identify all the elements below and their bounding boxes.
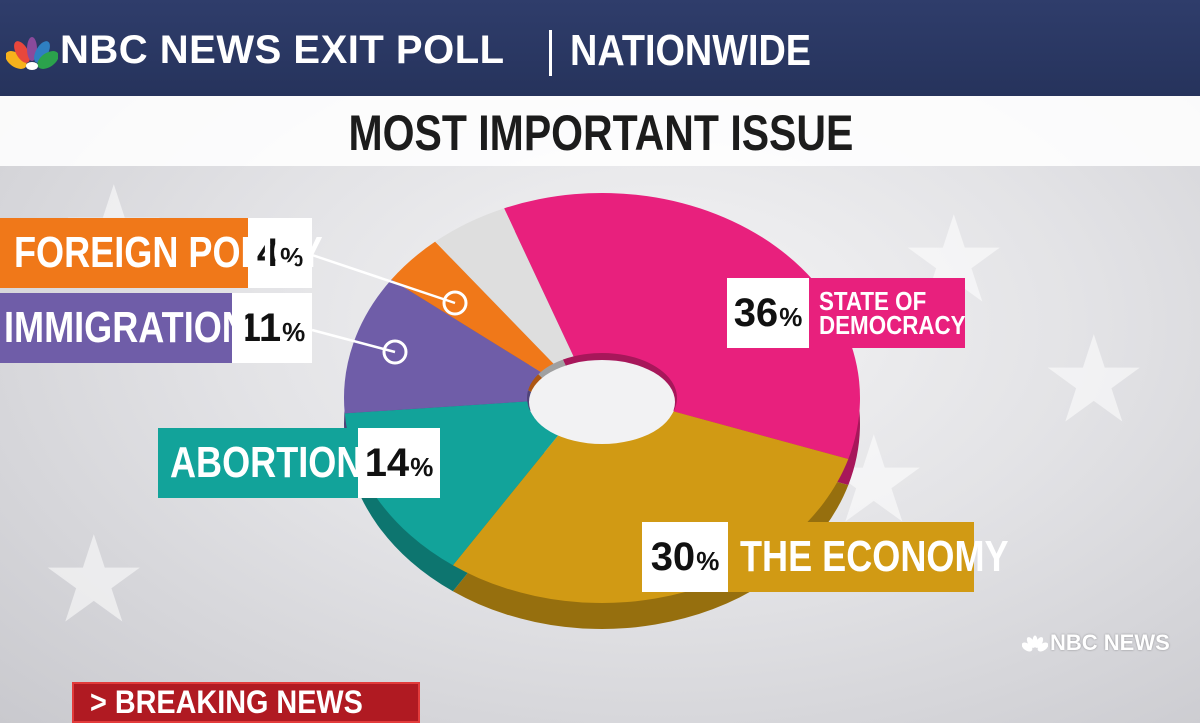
peacock-logo-icon [6,37,58,70]
slice-state-of-democracy [504,192,861,459]
percent-number: 36 [733,290,779,335]
label-the-economy-pct: 30% [651,535,720,580]
label-abortion-text: ABORTION [170,438,363,487]
background-star: ★ [40,513,148,647]
label-the-economy: 30% THE ECONOMY [642,522,1009,592]
region-title: NATIONWIDE [570,26,812,75]
label-immigration-name: IMMIGRATION [0,293,248,363]
percent-sign: % [410,451,434,482]
label-state-of-democracy-pct: 36% [734,291,803,336]
label-foreign-policy: FOREIGN POLICY 4% [0,218,323,288]
percent-sign: % [779,301,803,332]
label-immigration-value: 11% [232,293,312,363]
label-the-economy-value: 30% [642,522,728,592]
leader-immigration-ring [382,339,408,365]
title-band [0,96,1200,166]
label-abortion: ABORTION 14% [158,428,440,498]
peacock-watermark-icon [1021,635,1049,652]
percent-number: 14 [364,440,410,485]
percent-sign: % [696,545,720,576]
label-foreign-policy-value: 4% [248,218,312,288]
label-abortion-name: ABORTION [158,428,362,498]
leader-foreign-policy-ring [442,290,468,316]
background-star: ★ [1040,313,1148,447]
label-foreign-policy-name: FOREIGN POLICY [0,218,323,288]
percent-number: 11 [238,305,282,350]
label-the-economy-text: THE ECONOMY [740,532,1009,581]
label-foreign-policy-text: FOREIGN POLICY [14,228,323,277]
label-state-of-democracy-name: STATE OF DEMOCRACY [809,278,966,348]
label-immigration-pct: 11% [239,306,305,351]
slice-other [435,208,574,364]
label-immigration-text: IMMIGRATION [4,303,248,352]
breaking-news-ticker: > BREAKING NEWS [72,682,420,723]
top-banner: NBC NEWS EXIT POLL NATIONWIDE [0,0,1200,96]
chart-title: MOST IMPORTANT ISSUE [348,105,854,161]
label-abortion-pct: 14% [365,441,434,486]
slice-immigration [344,279,541,414]
breaking-news-label: > BREAKING NEWS [90,684,363,720]
percent-sign: % [282,316,306,347]
percent-sign: % [280,241,304,272]
watermark-text: NBC NEWS [1050,630,1170,655]
label-state-of-democracy-value: 36% [727,278,809,348]
percent-number: 30 [650,534,696,579]
label-state-of-democracy-text: STATE OF DEMOCRACY [819,286,966,340]
label-immigration: IMMIGRATION 11% [0,293,312,363]
label-foreign-policy-pct: 4% [257,231,303,276]
leader-immigration-line [311,328,396,354]
nbc-news-watermark: NBC NEWS [1021,630,1170,656]
brand-title: NBC NEWS EXIT POLL [60,28,505,72]
label-the-economy-name: THE ECONOMY [728,522,1009,592]
percent-number: 4 [256,230,280,275]
label-state-of-democracy: 36% STATE OF DEMOCRACY [727,278,966,348]
label-abortion-value: 14% [358,428,440,498]
donut-hole [529,360,675,444]
slice-foreign-policy [391,241,554,372]
header-divider [549,30,552,76]
leader-foreign-policy-line [311,253,456,305]
